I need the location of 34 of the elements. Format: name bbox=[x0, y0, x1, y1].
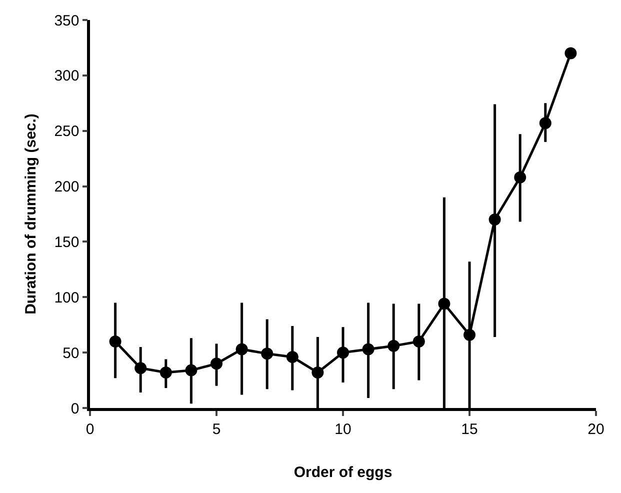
y-tick-label: 350 bbox=[54, 12, 80, 30]
point bbox=[539, 117, 552, 130]
y-tick-label: 0 bbox=[70, 400, 80, 418]
point bbox=[286, 351, 298, 364]
point bbox=[185, 364, 198, 376]
x-tick-label: 5 bbox=[212, 420, 221, 438]
x-tick-label: 10 bbox=[334, 420, 352, 438]
point bbox=[160, 366, 172, 379]
y-axis-title: Duration of drumming (sec.) bbox=[22, 114, 40, 314]
point bbox=[438, 298, 450, 310]
point bbox=[488, 214, 501, 226]
point bbox=[464, 328, 476, 341]
y-tick-label: 100 bbox=[54, 289, 80, 306]
point bbox=[109, 335, 122, 348]
y-tick-label: 150 bbox=[54, 234, 80, 251]
y-tick-label: 300 bbox=[54, 68, 80, 85]
point bbox=[236, 343, 248, 356]
x-tick-label: 15 bbox=[461, 420, 478, 438]
point bbox=[412, 335, 425, 348]
point bbox=[388, 340, 400, 352]
point bbox=[312, 366, 324, 379]
y-tick-label: 250 bbox=[54, 123, 80, 140]
point bbox=[261, 348, 274, 360]
point bbox=[564, 47, 577, 60]
x-axis-title: Order of eggs bbox=[294, 464, 392, 481]
x-tick-label: 0 bbox=[86, 420, 94, 438]
point bbox=[362, 343, 374, 356]
y-tick-label: 50 bbox=[62, 344, 80, 362]
x-tick-label: 20 bbox=[588, 420, 604, 438]
point bbox=[134, 362, 147, 374]
point bbox=[514, 171, 526, 184]
point bbox=[337, 346, 349, 359]
point bbox=[210, 358, 222, 370]
y-tick-label: 200 bbox=[54, 178, 80, 196]
